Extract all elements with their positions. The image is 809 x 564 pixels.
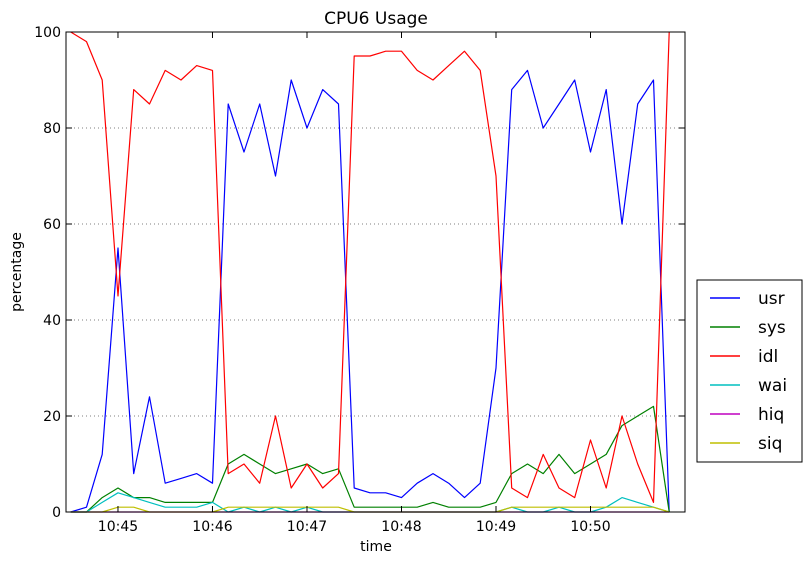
legend-label-usr: usr	[758, 289, 785, 309]
y-tick-label: 80	[43, 121, 61, 137]
x-tick-label: 10:49	[476, 519, 516, 535]
series-line-idl	[70, 31, 670, 503]
x-tick-label: 10:45	[98, 519, 138, 535]
legend-label-siq: siq	[758, 434, 782, 454]
x-tick-label: 10:50	[570, 519, 610, 535]
legend-label-sys: sys	[758, 318, 786, 338]
series-line-usr	[70, 69, 670, 513]
y-axis-title: percentage	[9, 232, 25, 312]
axis-ticks: 0 20 40 60 80 100 10:45 10:46 10:47 10:48 10:49 10:…	[34, 25, 685, 535]
series-line-sys	[70, 405, 670, 513]
x-tick-label: 10:48	[381, 519, 421, 535]
legend-label-wai: wai	[758, 376, 787, 396]
legend-box	[696, 279, 803, 463]
y-tick-label: 20	[43, 409, 61, 425]
y-tick-label: 0	[52, 505, 61, 521]
y-tick-label: 100	[34, 25, 61, 41]
plot-frame	[65, 31, 686, 513]
chart-title: CPU6 Usage	[324, 9, 428, 29]
x-tick-label: 10:46	[192, 519, 232, 535]
legend: usr sys idl wai hiq siq	[696, 279, 803, 463]
x-tick-label: 10:47	[287, 519, 327, 535]
legend-label-hiq: hiq	[758, 405, 784, 425]
x-axis-title: time	[360, 539, 392, 555]
y-tick-label: 60	[43, 217, 61, 233]
legend-label-idl: idl	[758, 347, 778, 367]
y-tick-label: 40	[43, 313, 61, 329]
